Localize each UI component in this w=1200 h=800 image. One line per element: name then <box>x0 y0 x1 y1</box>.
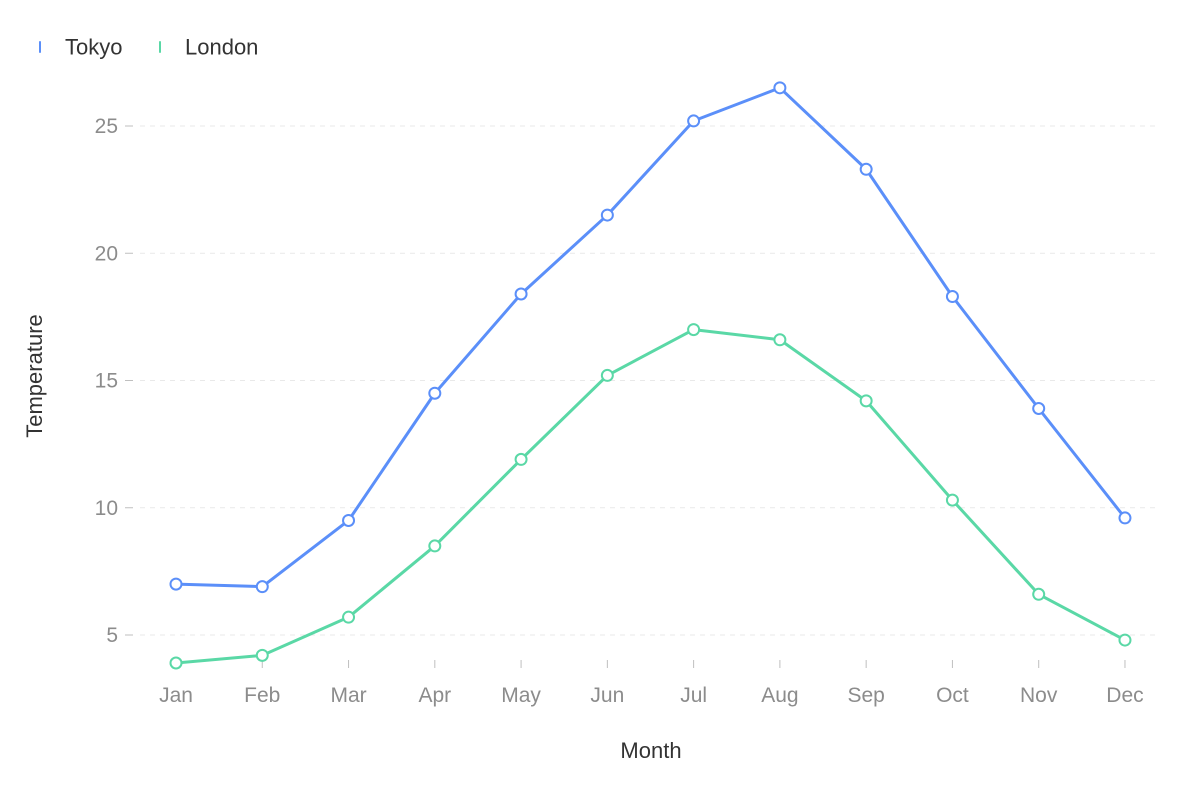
data-point <box>428 386 442 400</box>
data-point <box>945 493 959 507</box>
data-point <box>859 394 873 408</box>
x-tick-label: May <box>501 684 541 707</box>
series-line-tokyo <box>174 86 1127 589</box>
data-point <box>945 290 959 304</box>
x-tick-label: Mar <box>330 684 366 707</box>
data-point <box>687 114 701 128</box>
x-tick-label: Jun <box>590 684 624 707</box>
data-point <box>859 162 873 176</box>
x-tick-label: Jan <box>159 684 193 707</box>
data-point <box>600 208 614 222</box>
data-point <box>255 648 269 662</box>
x-tick-label: Apr <box>418 684 451 707</box>
series-lines <box>174 86 1127 665</box>
x-axis: Jan Feb Mar Apr May Jun Jul Aug Sep Oct Nov Dec <box>159 660 1144 707</box>
legend: Tokyo London <box>39 35 258 60</box>
y-axis-title: Temperature <box>22 314 47 438</box>
legend-item-tokyo: Tokyo <box>39 35 122 60</box>
x-tick-label: Aug <box>761 684 798 707</box>
series-points <box>169 81 1132 670</box>
y-tick-label: 20 <box>95 242 118 265</box>
data-point <box>600 368 614 382</box>
data-point <box>514 287 528 301</box>
data-point <box>169 577 183 591</box>
legend-item-london: London <box>159 35 258 60</box>
series-line-london <box>174 328 1127 665</box>
y-tick-label: 10 <box>95 497 118 520</box>
legend-label: Tokyo <box>65 35 122 60</box>
y-axis: 5 10 15 20 25 <box>95 115 133 647</box>
x-tick-label: Dec <box>1106 684 1143 707</box>
data-point <box>514 452 528 466</box>
y-tick-label: 5 <box>106 624 118 647</box>
x-axis-title: Month <box>620 738 681 763</box>
data-point <box>1118 633 1132 647</box>
x-tick-label: Feb <box>244 684 280 707</box>
x-tick-label: Nov <box>1020 684 1058 707</box>
data-point <box>428 539 442 553</box>
data-point <box>1118 511 1132 525</box>
data-point <box>1032 587 1046 601</box>
data-point <box>342 610 356 624</box>
data-point <box>1032 402 1046 415</box>
data-point <box>169 656 183 670</box>
y-tick-label: 25 <box>95 115 118 138</box>
data-point <box>687 323 701 337</box>
data-point <box>342 513 356 527</box>
x-tick-label: Sep <box>847 684 884 707</box>
x-tick-label: Jul <box>680 684 707 707</box>
data-point <box>255 580 269 594</box>
y-tick-label: 15 <box>95 370 118 393</box>
x-tick-label: Oct <box>936 684 969 707</box>
legend-label: London <box>185 35 258 60</box>
data-point <box>773 81 787 95</box>
data-point <box>773 333 787 347</box>
